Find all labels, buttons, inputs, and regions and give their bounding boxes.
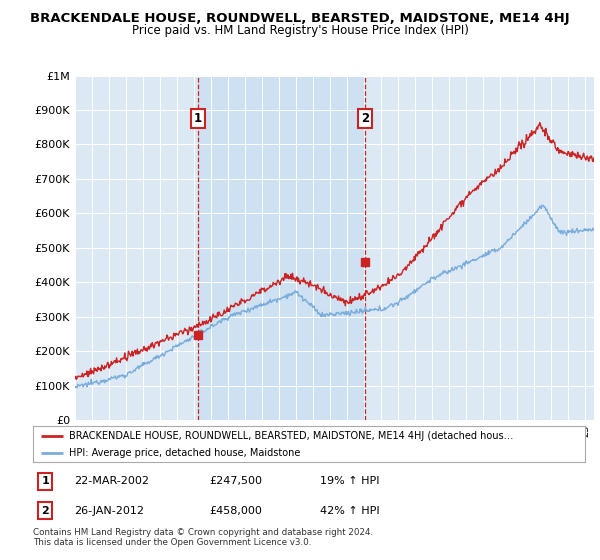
Bar — [198, 76, 365, 420]
Text: BRACKENDALE HOUSE, ROUNDWELL, BEARSTED, MAIDSTONE, ME14 4HJ (detached hous…: BRACKENDALE HOUSE, ROUNDWELL, BEARSTED, … — [69, 431, 513, 441]
Text: £247,500: £247,500 — [209, 476, 263, 486]
Text: 1: 1 — [41, 476, 49, 486]
Text: 42% ↑ HPI: 42% ↑ HPI — [320, 506, 380, 516]
Text: 19% ↑ HPI: 19% ↑ HPI — [320, 476, 380, 486]
Text: £458,000: £458,000 — [209, 506, 263, 516]
Text: BRACKENDALE HOUSE, ROUNDWELL, BEARSTED, MAIDSTONE, ME14 4HJ: BRACKENDALE HOUSE, ROUNDWELL, BEARSTED, … — [30, 12, 570, 25]
Text: 22-MAR-2002: 22-MAR-2002 — [74, 476, 149, 486]
Text: 1: 1 — [194, 112, 202, 125]
Text: 26-JAN-2012: 26-JAN-2012 — [74, 506, 145, 516]
Text: Contains HM Land Registry data © Crown copyright and database right 2024.
This d: Contains HM Land Registry data © Crown c… — [33, 528, 373, 547]
Text: 2: 2 — [361, 112, 370, 125]
Text: 2: 2 — [41, 506, 49, 516]
Text: HPI: Average price, detached house, Maidstone: HPI: Average price, detached house, Maid… — [69, 448, 300, 458]
Text: Price paid vs. HM Land Registry's House Price Index (HPI): Price paid vs. HM Land Registry's House … — [131, 24, 469, 37]
